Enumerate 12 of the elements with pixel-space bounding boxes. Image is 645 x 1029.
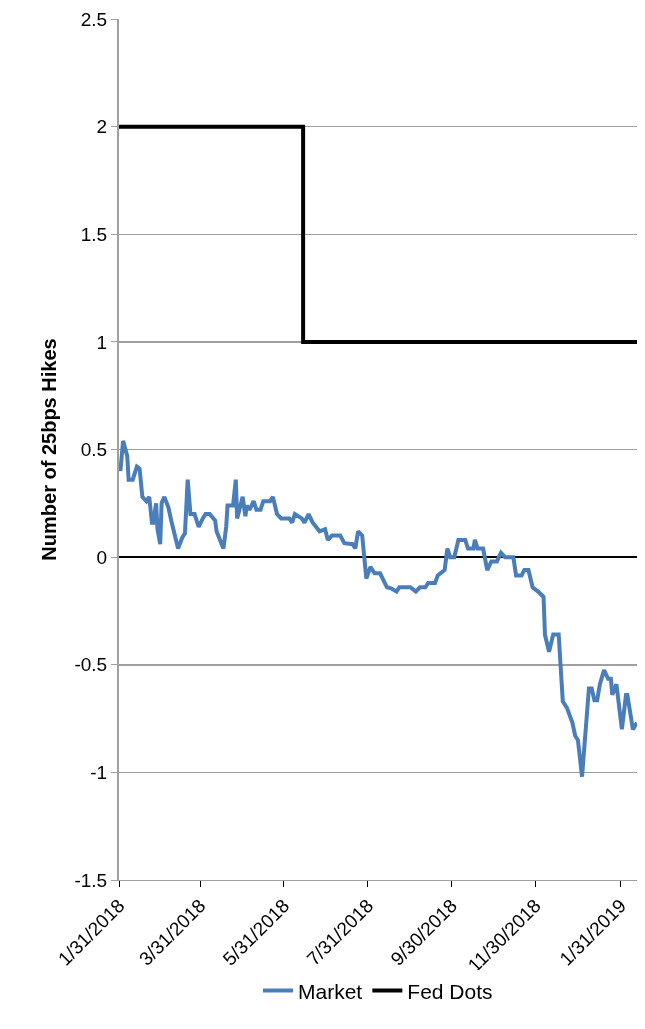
y-tick-label: 1.5 bbox=[80, 223, 108, 245]
y-axis-title: Number of 25bps Hikes bbox=[38, 338, 61, 561]
y-tick-label: 0.5 bbox=[80, 439, 108, 461]
legend-label: Market bbox=[298, 979, 363, 1003]
y-tick-label: 2.5 bbox=[80, 8, 108, 30]
y-tick-label: -1 bbox=[90, 762, 108, 784]
y-tick-label: 2 bbox=[96, 116, 108, 138]
y-tick-label: -0.5 bbox=[74, 654, 108, 676]
y-tick-label: -1.5 bbox=[74, 869, 108, 891]
y-tick-label: 1 bbox=[96, 331, 108, 353]
legend-label: Fed Dots bbox=[407, 979, 493, 1003]
y-tick-label: 0 bbox=[96, 546, 108, 568]
